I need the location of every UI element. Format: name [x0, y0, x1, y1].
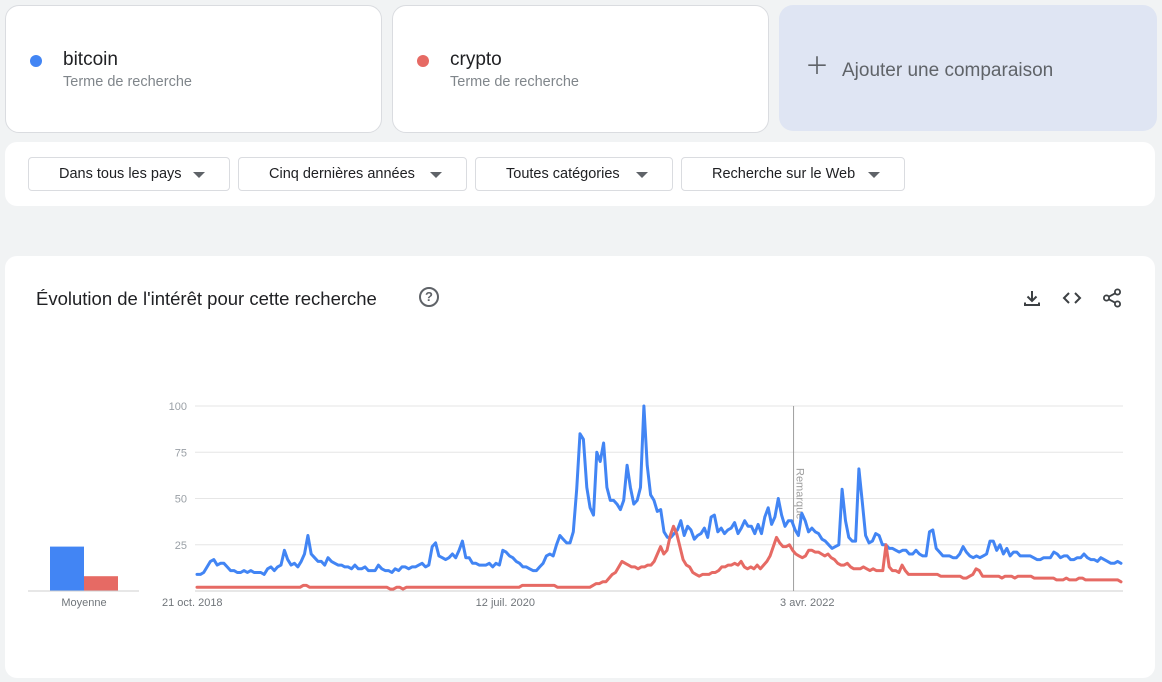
term-name: bitcoin	[63, 49, 118, 70]
interest-over-time-panel: Évolution de l'intérêt pour cette recher…	[5, 256, 1155, 678]
add-comparison-label: Ajouter une comparaison	[842, 60, 1054, 81]
dropdown-arrow-icon	[636, 172, 648, 178]
term-card-crypto[interactable]: crypto Terme de recherche	[392, 5, 769, 133]
dropdown-arrow-icon	[193, 172, 205, 178]
dropdown-arrow-icon	[430, 172, 442, 178]
series-line-bitcoin	[195, 404, 1123, 576]
add-comparison-button[interactable]: ＋ Ajouter une comparaison	[779, 5, 1157, 131]
filter-category-dropdown[interactable]: Toutes catégories	[475, 157, 673, 191]
filter-bar: Dans tous les pays Cinq dernières années…	[5, 142, 1155, 206]
term-name: crypto	[450, 49, 502, 70]
x-tick-label: 3 avr. 2022	[780, 597, 834, 609]
y-tick-label: 75	[175, 447, 187, 459]
average-label: Moyenne	[61, 597, 106, 609]
filter-search-type-dropdown[interactable]: Recherche sur le Web	[681, 157, 905, 191]
embed-icon[interactable]	[1061, 287, 1083, 309]
panel-title: Évolution de l'intérêt pour cette recher…	[36, 288, 377, 309]
filter-label: Cinq dernières années	[269, 166, 415, 182]
y-tick-label: 100	[169, 401, 187, 413]
download-icon[interactable]	[1021, 287, 1043, 309]
filter-label: Dans tous les pays	[59, 166, 182, 182]
y-tick-label: 25	[175, 540, 187, 552]
term-color-dot	[30, 55, 42, 67]
filter-region-dropdown[interactable]: Dans tous les pays	[28, 157, 230, 191]
series-line-crypto	[195, 524, 1123, 591]
share-icon[interactable]	[1101, 287, 1123, 309]
filter-time-dropdown[interactable]: Cinq dernières années	[238, 157, 467, 191]
x-tick-label: 21 oct. 2018	[162, 597, 223, 609]
filter-label: Recherche sur le Web	[712, 166, 856, 182]
term-color-dot	[417, 55, 429, 67]
dropdown-arrow-icon	[868, 172, 880, 178]
line-chart: 25 50 75 100 21 oct. 2018 12 juil. 2020 3 avr.…	[28, 401, 1123, 609]
term-card-bitcoin[interactable]: bitcoin Terme de recherche	[5, 5, 382, 133]
x-tick-label: 12 juil. 2020	[476, 597, 535, 609]
term-subtitle: Terme de recherche	[63, 74, 192, 90]
help-icon[interactable]: ?	[419, 287, 439, 307]
plus-icon: ＋	[805, 53, 829, 80]
average-bar-crypto	[84, 576, 118, 591]
average-bar-bitcoin	[50, 546, 84, 591]
y-tick-label: 50	[175, 494, 187, 506]
filter-label: Toutes catégories	[506, 166, 620, 182]
term-subtitle: Terme de recherche	[450, 74, 579, 90]
annotation-label: Remarque	[794, 468, 806, 519]
